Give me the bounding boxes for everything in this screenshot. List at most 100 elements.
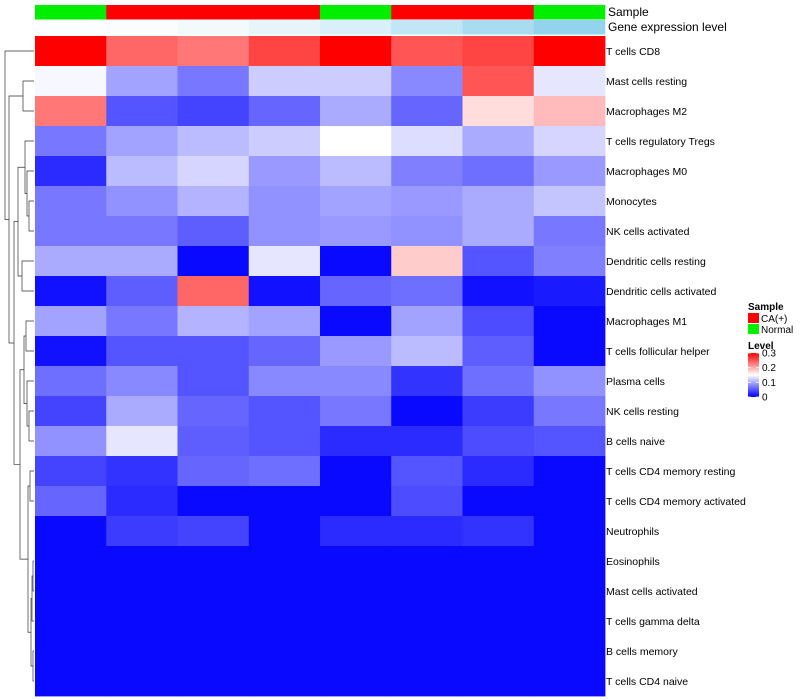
- heatmap-cell: [106, 156, 178, 187]
- heatmap-cell: [177, 396, 250, 427]
- heatmap-cell: [533, 126, 606, 157]
- heatmap-cell: [533, 486, 606, 517]
- heatmap-cell: [35, 516, 107, 547]
- heatmap-cell: [533, 36, 606, 67]
- gene-expression-annotation-cell: [248, 20, 321, 35]
- heatmap-cell: [462, 246, 535, 277]
- heatmap-cell: [248, 366, 321, 397]
- heatmap-cell: [35, 306, 107, 337]
- heatmap-cell: [391, 366, 463, 397]
- heatmap-cell: [533, 546, 606, 577]
- legend-swatch-ca: [748, 313, 759, 323]
- row-label-b-cells-naive: B cells naive: [606, 436, 665, 448]
- heatmap-cell: [177, 516, 250, 547]
- heatmap-cell: [320, 96, 392, 127]
- row-label-b-cells-memory: B cells memory: [606, 646, 679, 658]
- heatmap-cell: [106, 546, 178, 577]
- row-label-neutrophils: Neutrophils: [606, 526, 659, 538]
- heatmap-cell: [462, 156, 535, 187]
- heatmap-cell: [106, 66, 178, 97]
- heatmap-cell: [391, 396, 463, 427]
- heatmap-cell: [35, 66, 107, 97]
- heatmap-cell: [35, 156, 107, 187]
- heatmap-cell: [106, 276, 178, 307]
- heatmap-cell: [35, 576, 107, 607]
- heatmap-cell: [248, 336, 321, 367]
- heatmap-cell: [177, 366, 250, 397]
- row-label-nk-cells-activated: NK cells activated: [606, 226, 690, 238]
- heatmap-cell: [106, 366, 178, 397]
- heatmap-cell: [248, 66, 321, 97]
- heatmap-cell: [391, 66, 463, 97]
- heatmap-cell: [391, 516, 463, 547]
- legend-colorbar: [748, 353, 759, 397]
- heatmap-cell: [320, 336, 392, 367]
- heatmap-cell: [35, 336, 107, 367]
- heatmap-cell: [533, 216, 606, 247]
- sample-annotation-cell: [35, 5, 107, 20]
- row-label-t-cells-cd4-naive: T cells CD4 naive: [606, 676, 688, 688]
- dendrogram-branch: [4, 50, 34, 220]
- heatmap-cell: [533, 186, 606, 217]
- row-label-macrophages-m2: Macrophages M2: [606, 106, 687, 118]
- heatmap-cell: [248, 216, 321, 247]
- heatmap-cell: [106, 666, 178, 697]
- heatmap-cell: [320, 486, 392, 517]
- heatmap-cell: [248, 486, 321, 517]
- heatmap-cell: [462, 186, 535, 217]
- sample-annotation-cell: [391, 5, 463, 20]
- legend-tick-label: 0.1: [762, 378, 776, 389]
- dendrogram-branch: [8, 95, 23, 344]
- legend-swatch-normal: [748, 324, 759, 334]
- heatmap-cell: [106, 246, 178, 277]
- heatmap-cell: [106, 426, 178, 457]
- heatmap-cell: [35, 246, 107, 277]
- heatmap-cell: [320, 276, 392, 307]
- annotation-label-sample: Sample: [608, 5, 649, 19]
- heatmap-cell: [391, 456, 463, 487]
- heatmap-cell: [106, 576, 178, 607]
- heatmap-cell: [248, 576, 321, 607]
- row-label-eosinophils: Eosinophils: [606, 556, 660, 568]
- heatmap-cell: [177, 606, 250, 637]
- heatmap-cell: [533, 456, 606, 487]
- heatmap-cell: [177, 336, 250, 367]
- gene-expression-annotation-cell: [391, 20, 463, 35]
- heatmap-cell: [106, 96, 178, 127]
- row-label-dendritic-cells-resting: Dendritic cells resting: [606, 256, 706, 268]
- heatmap-cell: [391, 546, 463, 577]
- heatmap-cell: [320, 516, 392, 547]
- heatmap-cell: [177, 216, 250, 247]
- legend-level-title: Level: [748, 341, 774, 352]
- heatmap-cell: [177, 636, 250, 667]
- heatmap-cell: [35, 186, 107, 217]
- heatmap-cell: [35, 606, 107, 637]
- heatmap-cell: [533, 666, 606, 697]
- heatmap-cell: [177, 246, 250, 277]
- row-label-t-cells-regulatory-tregs: T cells regulatory Tregs: [606, 136, 715, 148]
- row-label-mast-cells-resting: Mast cells resting: [606, 76, 687, 88]
- heatmap-cell: [177, 456, 250, 487]
- row-label-mast-cells-activated: Mast cells activated: [606, 586, 698, 598]
- heatmap-cell: [320, 366, 392, 397]
- heatmap-cell: [462, 486, 535, 517]
- heatmap-cell: [533, 336, 606, 367]
- heatmap-cell: [391, 666, 463, 697]
- heatmap-cell: [320, 636, 392, 667]
- row-label-plasma-cells: Plasma cells: [606, 376, 665, 388]
- heatmap-cell: [533, 276, 606, 307]
- heatmap-cell: [248, 126, 321, 157]
- heatmap-cell: [462, 336, 535, 367]
- sample-annotation-cell: [462, 5, 535, 20]
- heatmap-cell: [248, 636, 321, 667]
- heatmap-cell: [533, 426, 606, 457]
- legend-ticks: 0 0.1 0.2 0.3: [748, 349, 776, 404]
- row-label-dendritic-cells-activated: Dendritic cells activated: [606, 286, 716, 298]
- dendrogram-branch: [29, 470, 34, 502]
- heatmap-cell: [391, 426, 463, 457]
- heatmap-cell: [462, 126, 535, 157]
- heatmap-cell: [391, 96, 463, 127]
- heatmap-cell: [177, 36, 250, 67]
- heatmap-cell: [320, 216, 392, 247]
- heatmap-cell: [35, 216, 107, 247]
